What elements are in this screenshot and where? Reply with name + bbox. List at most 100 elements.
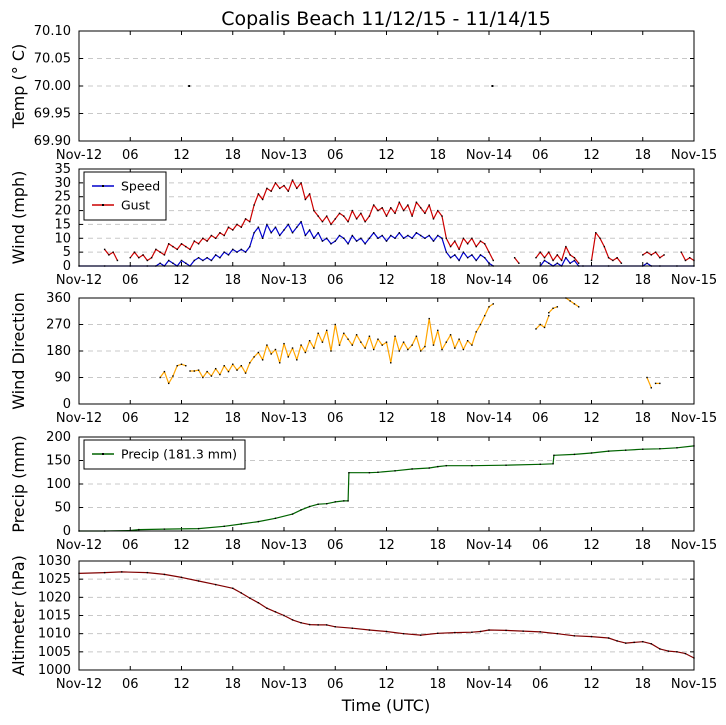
- x-tick-label: Nov-13: [261, 273, 307, 288]
- data-point: [419, 634, 422, 636]
- data-point: [424, 345, 426, 348]
- legend-box: [83, 171, 167, 221]
- data-point: [133, 251, 136, 253]
- y-tick-label: 1020: [38, 590, 71, 605]
- data-point: [385, 630, 388, 633]
- temp-point: [188, 85, 191, 87]
- data-point: [424, 237, 426, 239]
- y-tick-label: 35: [54, 162, 71, 177]
- data-point: [543, 256, 546, 259]
- data-point: [172, 245, 174, 248]
- x-tick-label: Nov-14: [466, 677, 512, 692]
- data-point: [313, 347, 315, 349]
- data-point: [411, 215, 413, 217]
- x-tick-label: 18: [634, 273, 651, 288]
- data-point: [415, 335, 418, 337]
- x-tick-label: 06: [327, 411, 344, 426]
- data-point: [103, 571, 106, 574]
- data-point: [223, 251, 225, 253]
- data-point: [338, 212, 341, 215]
- data-point: [291, 179, 294, 181]
- data-point: [244, 218, 247, 220]
- data-point: [445, 341, 447, 343]
- panel-temp: 69.90 69.95 70.00 70.05 70.10 Nov-12 06 12 18 Nov…: [9, 24, 717, 163]
- data-point: [197, 256, 200, 259]
- data-point: [283, 229, 285, 231]
- data-point: [176, 365, 178, 367]
- x-tick-label: 06: [532, 411, 549, 426]
- data-point: [445, 251, 447, 253]
- data-point: [428, 317, 430, 320]
- data-point: [189, 248, 191, 251]
- data-point: [308, 229, 311, 231]
- data-point: [646, 262, 648, 264]
- data-point: [150, 256, 153, 259]
- data-point: [266, 607, 268, 609]
- x-tick-label: 12: [173, 677, 190, 692]
- x-tick-label: Nov-14: [466, 148, 512, 163]
- data-point: [642, 640, 644, 643]
- data-point: [300, 509, 302, 511]
- legend: Speed Gust: [83, 171, 167, 221]
- data-point: [454, 254, 456, 256]
- data-point: [330, 350, 332, 352]
- x-tick-label: 06: [532, 148, 549, 163]
- data-point: [103, 248, 106, 251]
- data-point: [355, 240, 358, 242]
- x-tick-label: 18: [224, 677, 241, 692]
- data-point: [308, 339, 311, 342]
- data-point: [244, 251, 247, 253]
- data-point: [296, 226, 298, 228]
- x-tick-label: 12: [583, 148, 600, 163]
- data-point: [202, 259, 204, 262]
- data-point: [398, 201, 401, 203]
- data-point: [607, 450, 610, 452]
- data-point: [189, 370, 191, 372]
- plot-frame: [78, 297, 695, 405]
- data-point: [390, 362, 392, 364]
- data-point: [454, 631, 456, 634]
- x-tick-label: 12: [583, 411, 600, 426]
- data-point: [326, 329, 328, 332]
- data-point: [565, 256, 567, 259]
- data-point: [291, 619, 294, 621]
- series-line-direction-b: [190, 303, 494, 379]
- data-point: [385, 341, 388, 343]
- x-tick-label: Nov-12: [56, 273, 102, 288]
- series-line-gust-f: [642, 251, 665, 259]
- y-tick-label: 20: [54, 204, 71, 219]
- data-point: [654, 382, 657, 385]
- data-point: [492, 303, 494, 305]
- data-point: [676, 651, 678, 653]
- y-tick-label: 1030: [38, 554, 71, 569]
- x-tick-label: Nov-13: [261, 411, 307, 426]
- data-point: [432, 218, 435, 220]
- y-tick-label: 90: [54, 371, 71, 386]
- legend-label: Precip (181.3 mm): [121, 447, 237, 462]
- data-point: [296, 359, 298, 361]
- data-point: [287, 190, 289, 192]
- data-point: [377, 338, 379, 340]
- data-point: [556, 306, 559, 308]
- data-point: [138, 528, 140, 531]
- data-point: [569, 254, 571, 256]
- x-tick-label: 18: [634, 148, 651, 163]
- data-point: [351, 209, 354, 212]
- data-point: [471, 254, 473, 256]
- data-point: [377, 209, 379, 212]
- x-tick-label: Nov-13: [261, 538, 307, 553]
- x-tick-label: 06: [122, 411, 139, 426]
- x-tick-label: 18: [429, 538, 446, 553]
- data-point: [577, 262, 580, 264]
- data-point: [548, 262, 550, 264]
- data-point: [402, 632, 405, 635]
- x-tick-label: Nov-15: [671, 273, 717, 288]
- data-point: [163, 528, 166, 530]
- data-point: [419, 234, 422, 237]
- data-point: [274, 226, 277, 228]
- data-point: [321, 220, 324, 223]
- data-point: [296, 187, 298, 190]
- data-point: [518, 262, 520, 264]
- temp-point: [491, 85, 494, 87]
